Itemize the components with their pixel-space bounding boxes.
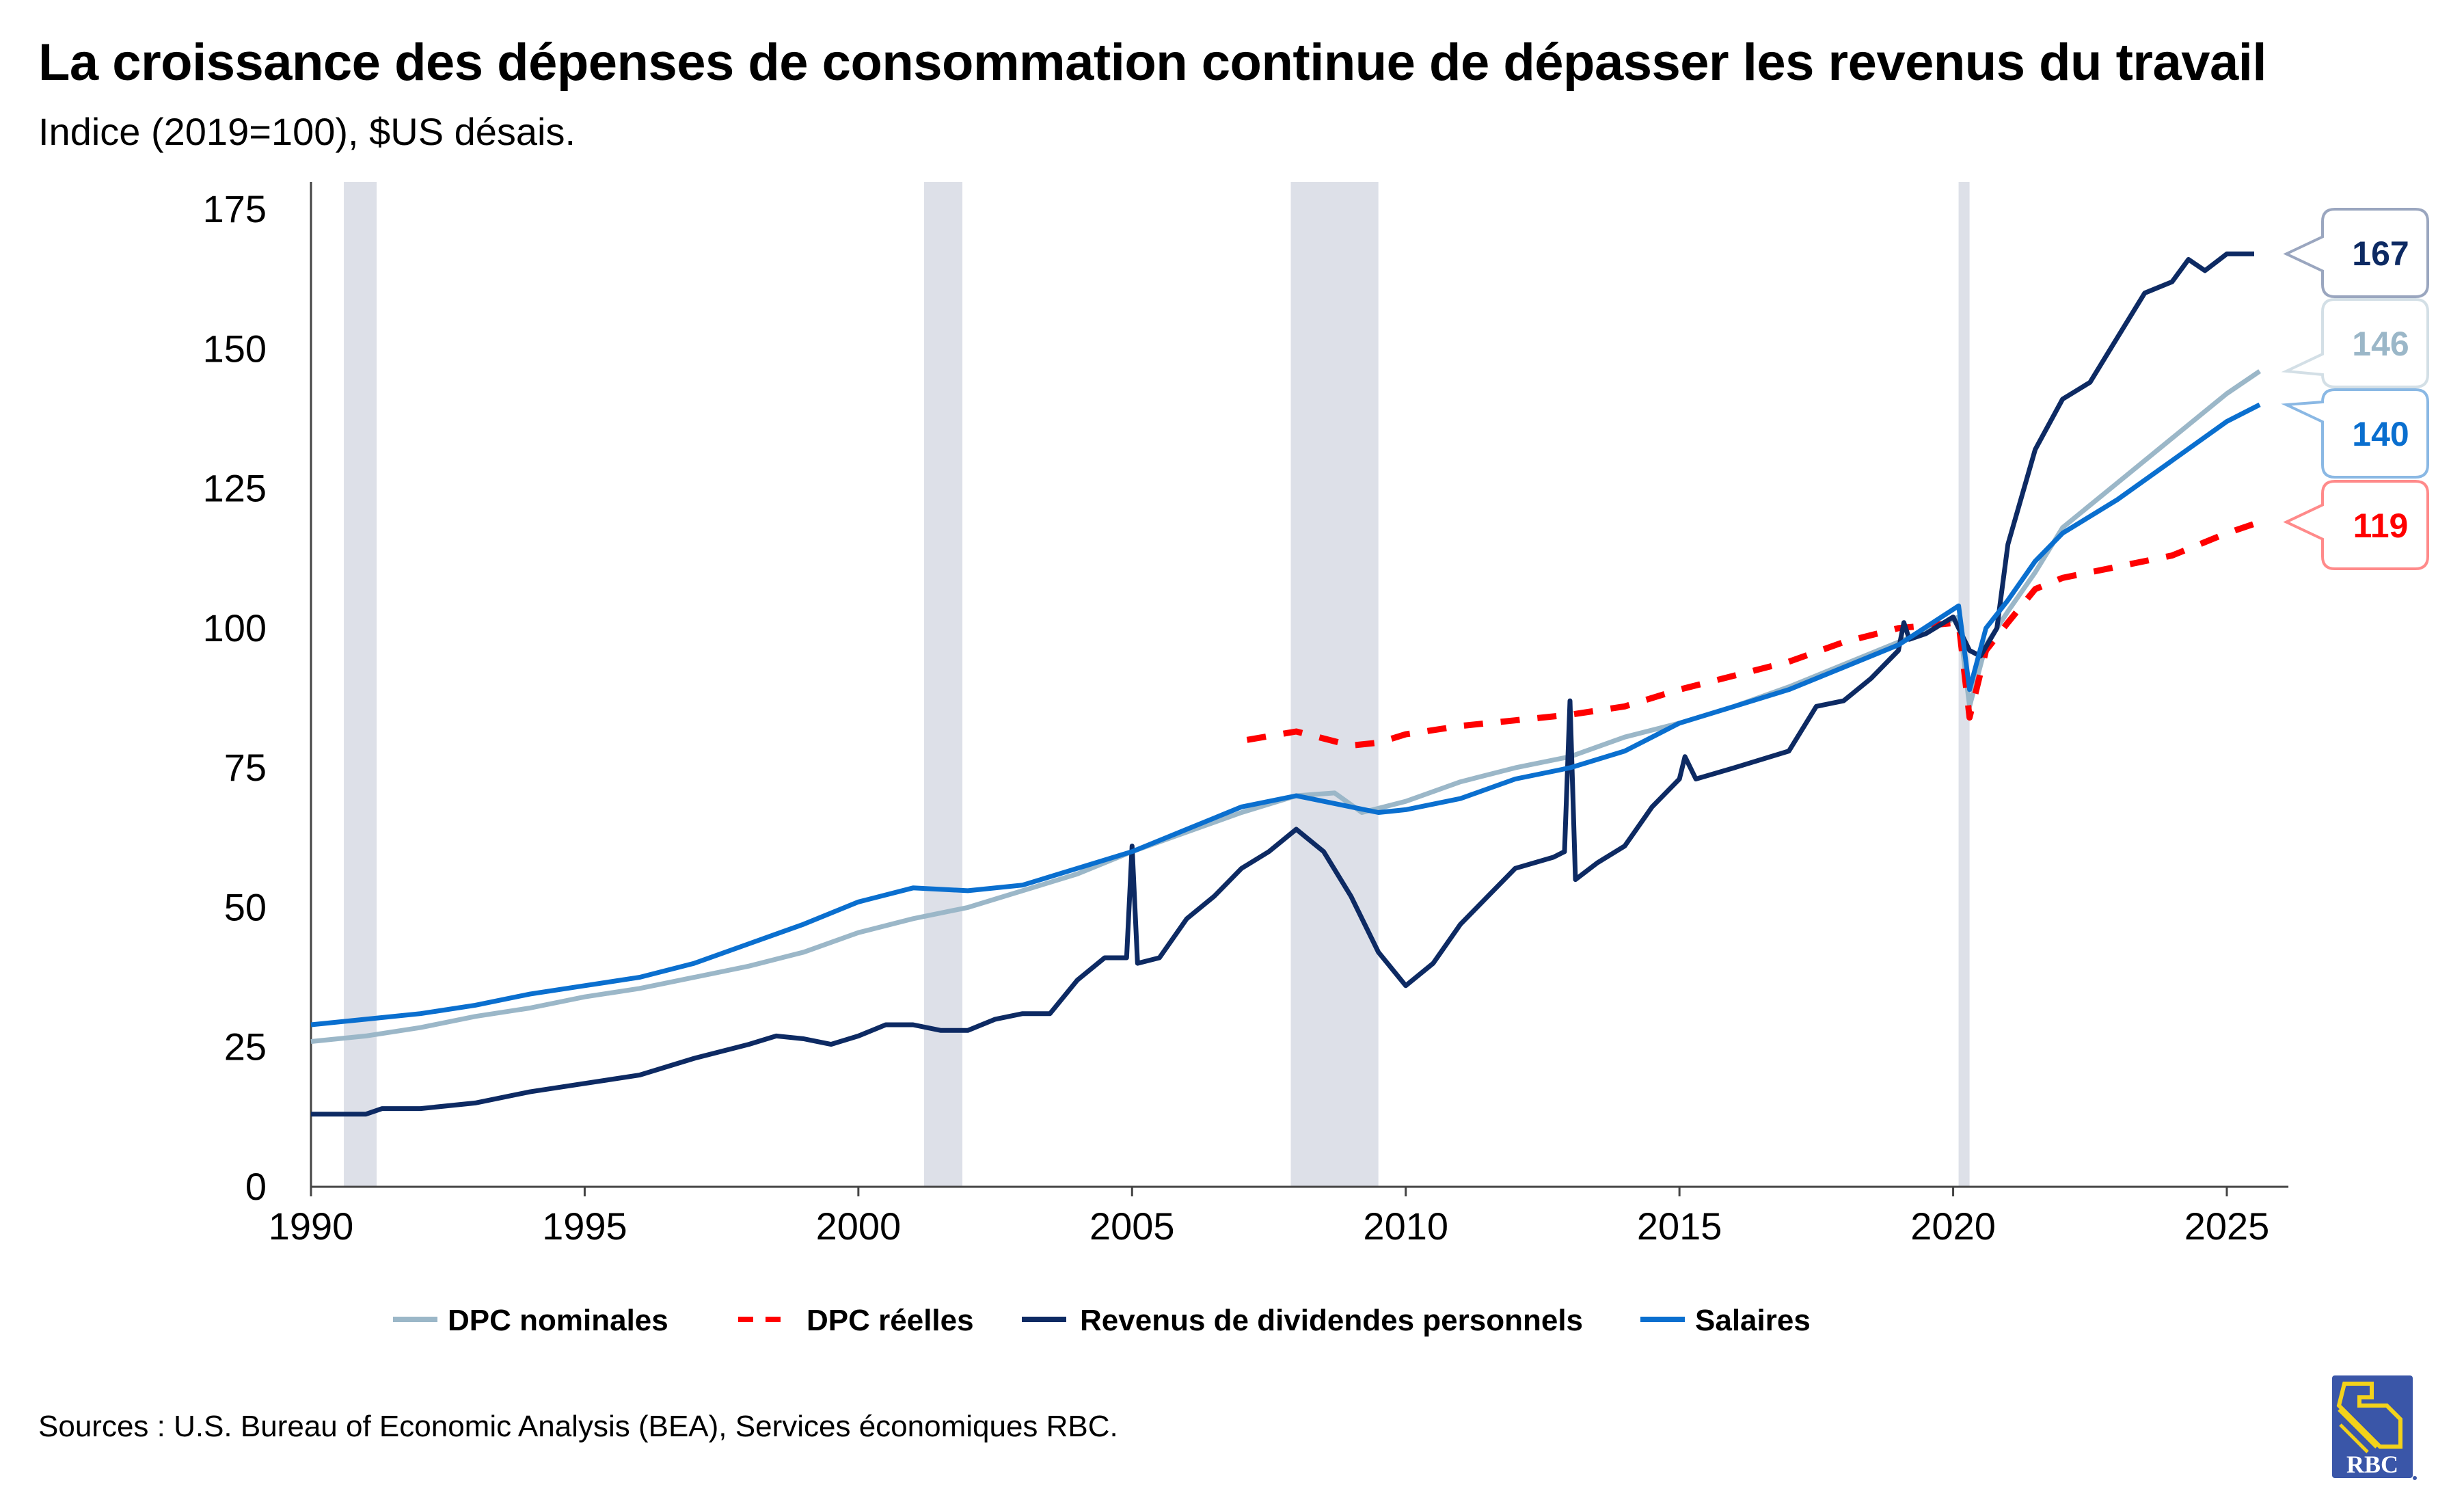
x-tick-label: 2010 <box>1363 1205 1448 1248</box>
end-label-value: 119 <box>2353 507 2409 545</box>
legend-label: DPC réelles <box>807 1304 974 1337</box>
end-label-callout <box>2283 208 2429 298</box>
end-label-value: 146 <box>2352 325 2409 363</box>
legend-label: DPC nominales <box>448 1304 668 1337</box>
x-tick-label: 2015 <box>1637 1205 1722 1248</box>
end-label-value: 140 <box>2352 415 2409 453</box>
series-line-salaires <box>310 402 2261 1028</box>
x-tick-label: 2025 <box>2184 1205 2270 1248</box>
end-label-callout <box>2281 298 2429 388</box>
x-tick-label: 2005 <box>1089 1205 1175 1248</box>
x-tick-label: 2020 <box>1910 1205 1996 1248</box>
y-tick-label: 125 <box>203 467 267 510</box>
y-tick-label: 25 <box>224 1025 267 1069</box>
end-label-callout <box>2283 480 2429 570</box>
y-tick-label: 175 <box>203 187 267 230</box>
svg-text:RBC: RBC <box>2346 1451 2398 1478</box>
chart-title: La croissance des dépenses de consommati… <box>38 33 2267 92</box>
recession-band <box>1290 182 1379 1187</box>
x-tick-label: 1990 <box>269 1205 354 1248</box>
legend-label: Salaires <box>1695 1304 1811 1337</box>
series-line-dpc-r-elles <box>1246 519 2261 749</box>
end-label-value: 167 <box>2352 234 2409 273</box>
sources-note: Sources : U.S. Bureau of Economic Analys… <box>38 1410 1118 1443</box>
y-tick-label: 100 <box>203 606 267 649</box>
recession-band <box>923 182 963 1187</box>
x-tick-label: 1995 <box>542 1205 627 1248</box>
chart-subtitle: Indice (2019=100), $US désais. <box>38 110 576 153</box>
rbc-logo: RBC <box>2332 1375 2417 1480</box>
y-tick-label: 50 <box>224 885 267 928</box>
end-label-callout <box>2281 388 2429 479</box>
legend-label: Revenus de dividendes personnels <box>1080 1304 1583 1337</box>
y-tick-label: 150 <box>203 327 267 370</box>
y-tick-label: 0 <box>245 1165 267 1208</box>
y-tick-label: 75 <box>224 746 267 789</box>
x-tick-label: 2000 <box>816 1205 902 1248</box>
